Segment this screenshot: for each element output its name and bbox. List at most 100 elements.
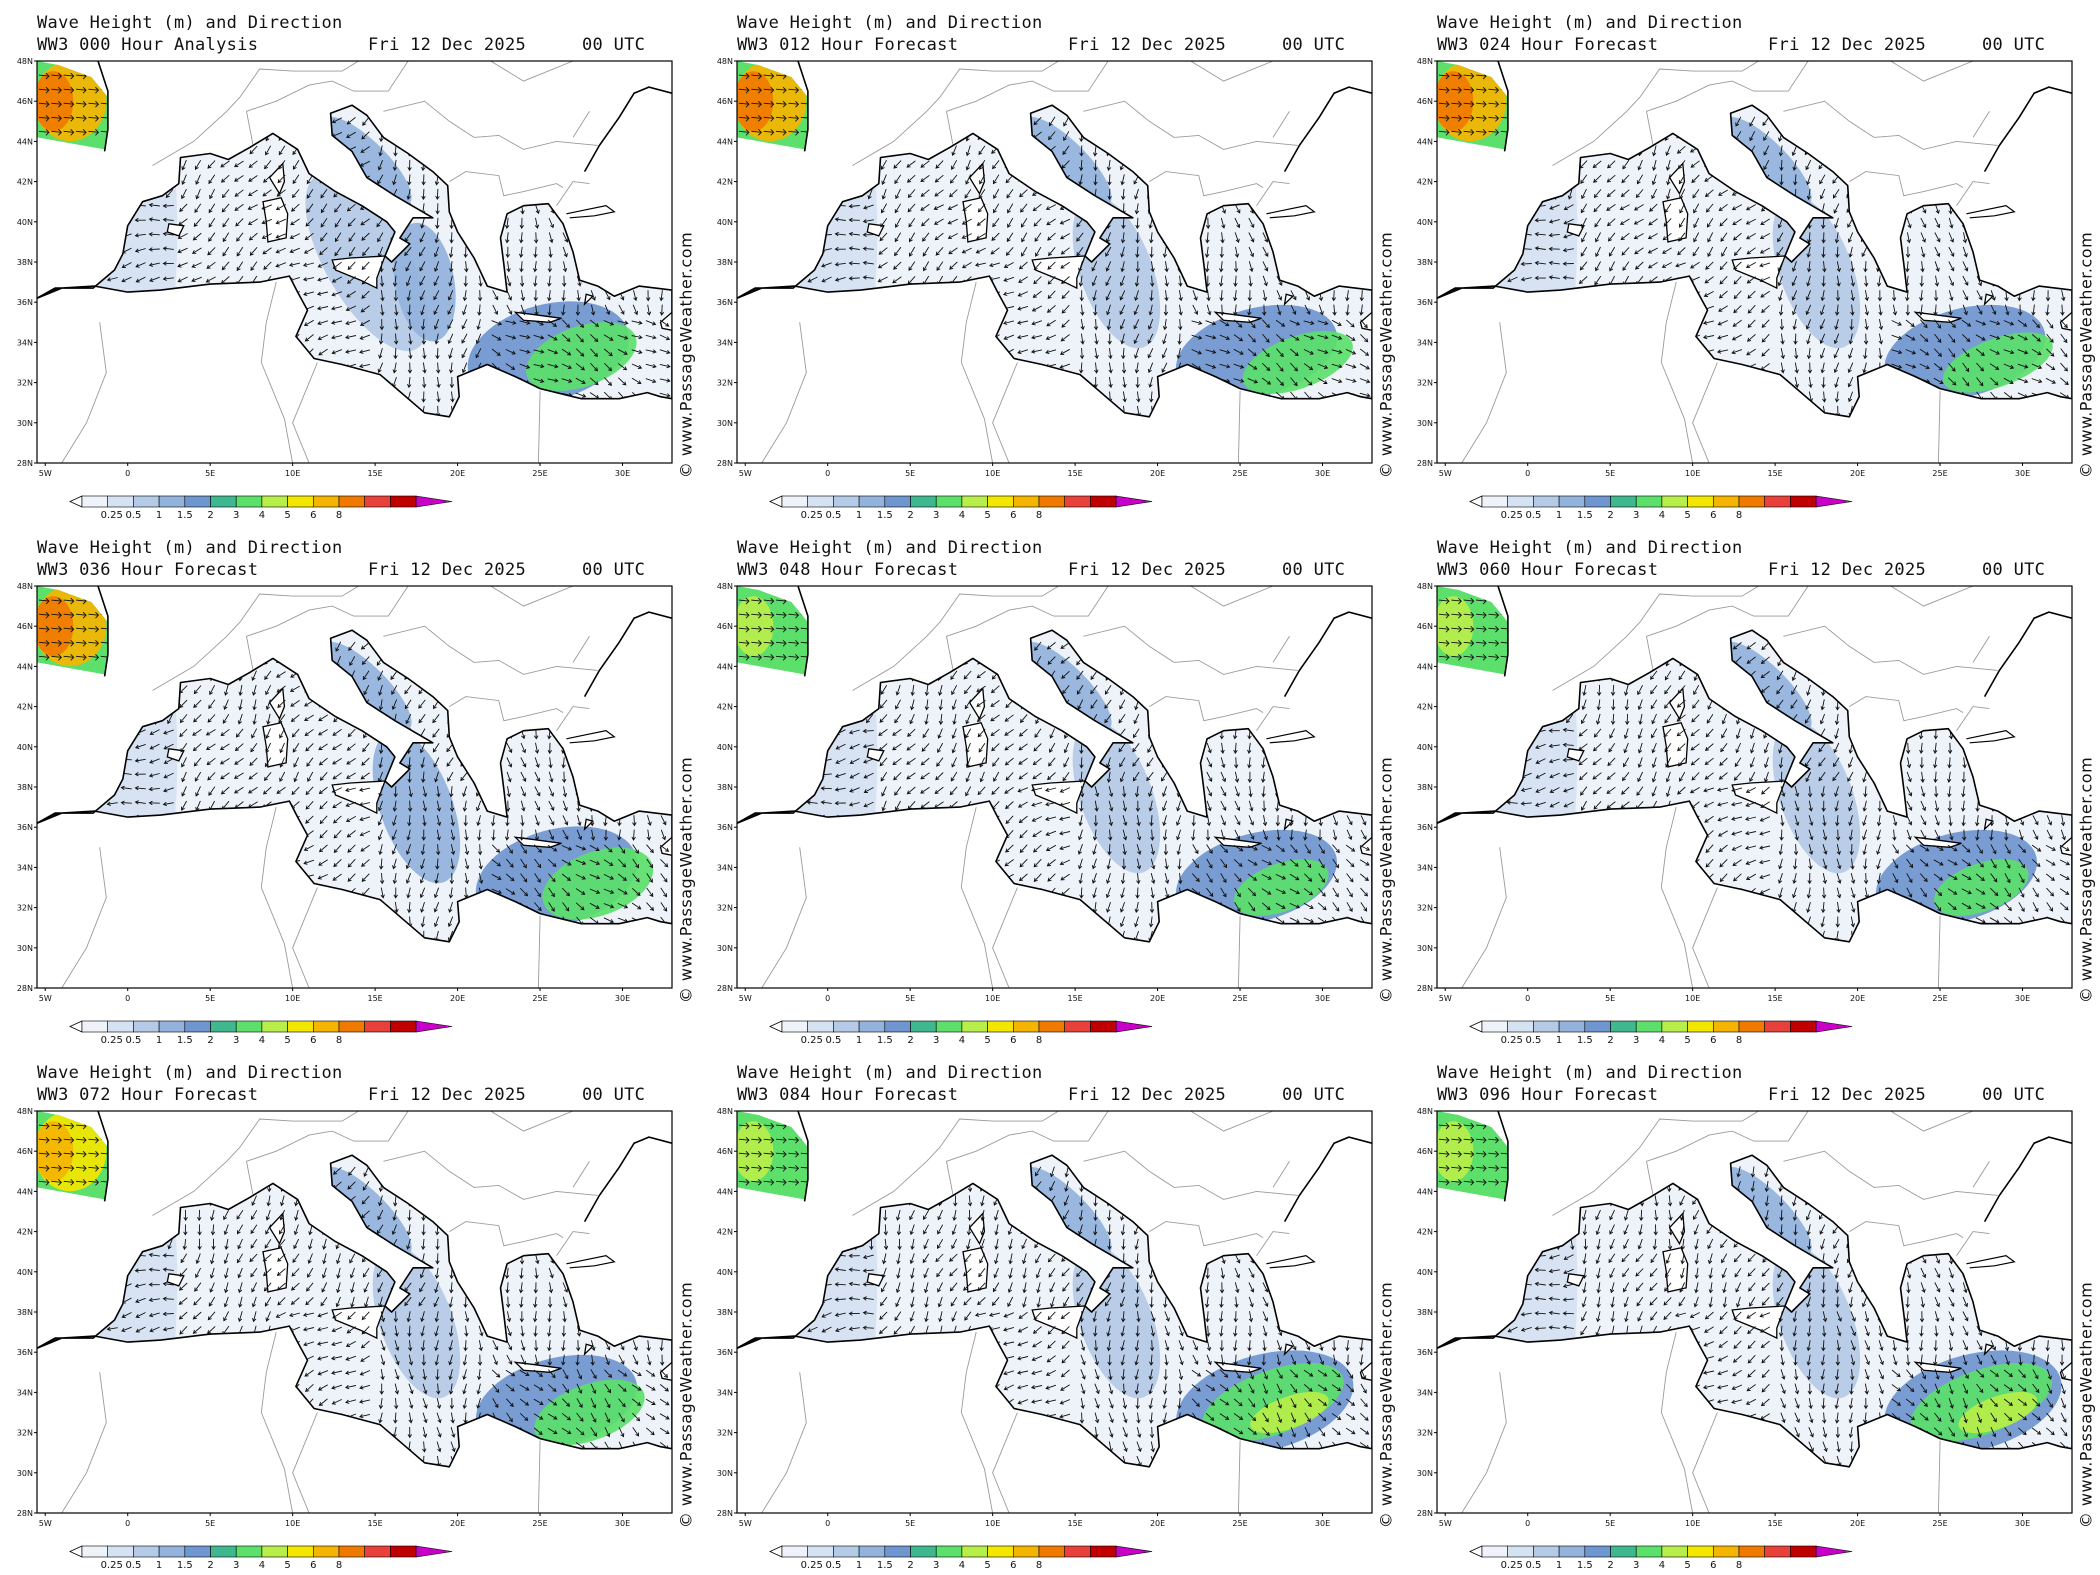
lon-tick-label: 20E bbox=[1850, 469, 1865, 478]
island bbox=[1983, 1343, 1995, 1357]
lat-tick-label: 38N bbox=[717, 258, 733, 267]
wave-height-band bbox=[737, 71, 774, 132]
country-border bbox=[260, 806, 294, 988]
colorbar-label: 0.25 bbox=[101, 510, 123, 521]
colorbar-swatch bbox=[107, 1020, 134, 1033]
country-border bbox=[1083, 1150, 1298, 1200]
island bbox=[2059, 311, 2072, 331]
colorbar-swatch bbox=[364, 495, 391, 508]
lat-tick-label: 32N bbox=[1417, 379, 1433, 388]
lon-tick-label: 20E bbox=[1150, 1519, 1165, 1528]
colorbar-label: 0.5 bbox=[125, 510, 141, 521]
lat-tick-label: 38N bbox=[717, 783, 733, 792]
lat-tick-label: 48N bbox=[17, 582, 33, 591]
colorbar-label: 2 bbox=[207, 510, 213, 521]
colorbar-label: 4 bbox=[1659, 1035, 1665, 1046]
colorbar-swatch bbox=[1064, 1545, 1091, 1558]
country-border bbox=[61, 1372, 107, 1513]
colorbar-label: 3 bbox=[233, 510, 239, 521]
lon-tick-label: 10E bbox=[985, 469, 1000, 478]
lat-tick-label: 34N bbox=[1417, 1388, 1433, 1397]
colorbar-label: 8 bbox=[1036, 510, 1042, 521]
colorbar-swatch bbox=[1558, 1020, 1586, 1033]
country-border bbox=[556, 181, 590, 206]
lat-tick-label: 36N bbox=[1417, 823, 1433, 832]
lat-tick-label: 42N bbox=[1417, 178, 1433, 187]
country-border bbox=[537, 1440, 541, 1513]
lat-tick-label: 44N bbox=[17, 137, 33, 146]
colorbar-swatch bbox=[287, 1020, 314, 1033]
lat-tick-label: 42N bbox=[717, 178, 733, 187]
lat-tick-label: 30N bbox=[717, 1469, 733, 1478]
country-border bbox=[152, 61, 359, 166]
country-border bbox=[556, 706, 590, 731]
colorbar-swatch bbox=[1635, 1545, 1663, 1558]
wave-height-band bbox=[1250, 1391, 1329, 1434]
colorbar-swatch bbox=[1712, 495, 1740, 508]
lon-tick-label: 15E bbox=[1767, 469, 1782, 478]
lat-tick-label: 34N bbox=[1417, 338, 1433, 347]
lon-tick-label: 15E bbox=[1067, 469, 1082, 478]
lat-tick-label: 42N bbox=[17, 703, 33, 712]
lat-tick-label: 38N bbox=[717, 1308, 733, 1317]
country-border bbox=[1645, 1111, 1809, 1196]
coastline bbox=[737, 1154, 1372, 1468]
colorbar-swatch bbox=[184, 1545, 211, 1558]
colorbar-swatch bbox=[1712, 1545, 1740, 1558]
lon-tick-label: 25E bbox=[1232, 994, 1247, 1003]
country-border bbox=[152, 1111, 359, 1216]
panel-date: Fri 12 Dec 2025 bbox=[368, 1085, 527, 1105]
panel-title: Wave Height (m) and Direction bbox=[37, 1063, 343, 1083]
colorbar-label: 3 bbox=[1633, 1560, 1639, 1571]
colorbar-swatch bbox=[338, 1545, 366, 1558]
colorbar-label: 8 bbox=[1036, 1560, 1042, 1571]
country-border bbox=[1692, 887, 1718, 988]
island bbox=[166, 748, 185, 762]
country-border bbox=[383, 625, 598, 675]
wave-height-band bbox=[737, 274, 787, 323]
colorbar-swatch bbox=[858, 495, 886, 508]
wave-height-band bbox=[37, 799, 87, 848]
lon-tick-label: 5W bbox=[39, 1519, 52, 1528]
colorbar: 0.25 0.5 1 1.5 2 3 4 5 6 8 bbox=[769, 1545, 1153, 1571]
lat-tick-label: 34N bbox=[17, 863, 33, 872]
colorbar-swatch bbox=[1661, 495, 1688, 508]
lon-tick-label: 5E bbox=[905, 994, 915, 1003]
colorbar-swatch bbox=[261, 495, 288, 508]
country-border bbox=[1083, 100, 1298, 150]
colorbar-label: 0.5 bbox=[1525, 1035, 1541, 1046]
country-border bbox=[1392, 922, 1400, 958]
lon-tick-label: 0 bbox=[125, 469, 130, 478]
colorbar-swatch bbox=[961, 1545, 988, 1558]
colorbar-swatch bbox=[1064, 1020, 1091, 1033]
lon-tick-label: 0 bbox=[825, 469, 830, 478]
panel-title: Wave Height (m) and Direction bbox=[37, 13, 343, 33]
colorbar-label: 0.25 bbox=[101, 1035, 123, 1046]
lat-tick-label: 48N bbox=[717, 582, 733, 591]
country-border bbox=[1149, 171, 1264, 197]
lat-tick-label: 32N bbox=[1417, 904, 1433, 913]
country-border bbox=[1660, 806, 1694, 988]
lat-tick-label: 36N bbox=[717, 298, 733, 307]
colorbar-swatch bbox=[1712, 1020, 1740, 1033]
colorbar-label: 0.25 bbox=[1501, 510, 1523, 521]
colorbar-swatch bbox=[338, 495, 366, 508]
lon-tick-label: 0 bbox=[125, 1519, 130, 1528]
wave-height-band bbox=[322, 641, 412, 732]
colorbar-swatch bbox=[935, 495, 963, 508]
lon-tick-label: 10E bbox=[1685, 994, 1700, 1003]
wave-height-band bbox=[1958, 1391, 2037, 1434]
lat-tick-label: 28N bbox=[1417, 459, 1433, 468]
country-border bbox=[152, 586, 359, 691]
colorbar: 0.25 0.5 1 1.5 2 3 4 5 6 8 bbox=[69, 495, 453, 521]
colorbar-label: 5 bbox=[1684, 1035, 1690, 1046]
wave-height-band bbox=[1722, 116, 1812, 207]
lon-tick-label: 0 bbox=[1525, 469, 1530, 478]
island bbox=[1983, 818, 1995, 832]
wave-height-band bbox=[1437, 71, 1474, 132]
colorbar-swatch bbox=[81, 495, 109, 508]
map-panel-6: Wave Height (m) and Direction WW3 072 Hou… bbox=[0, 1050, 700, 1575]
colorbar-swatch bbox=[390, 1545, 417, 1558]
colorbar-label: 6 bbox=[310, 1035, 316, 1046]
